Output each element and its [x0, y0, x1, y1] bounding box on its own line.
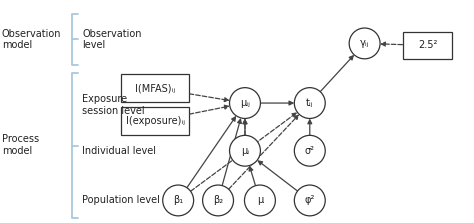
Text: μᵢⱼ: μᵢⱼ — [240, 98, 250, 108]
Text: Exposure
session level: Exposure session level — [82, 94, 145, 116]
Text: σ²: σ² — [305, 146, 315, 156]
Text: μᵢ: μᵢ — [241, 146, 249, 156]
Circle shape — [229, 135, 260, 166]
Circle shape — [245, 185, 275, 216]
Text: Observation
model: Observation model — [2, 29, 61, 50]
Text: β₂: β₂ — [213, 195, 223, 205]
Text: β₁: β₁ — [173, 195, 183, 205]
Circle shape — [294, 185, 325, 216]
FancyBboxPatch shape — [402, 31, 452, 59]
Text: Population level: Population level — [82, 195, 160, 205]
Circle shape — [294, 88, 325, 118]
Circle shape — [163, 185, 193, 216]
Text: I(exposure)ᵢⱼ: I(exposure)ᵢⱼ — [126, 116, 185, 126]
Text: φ²: φ² — [305, 195, 315, 205]
Text: γᵢⱼ: γᵢⱼ — [360, 38, 369, 48]
Text: Observation
level: Observation level — [82, 29, 142, 50]
Text: Individual level: Individual level — [82, 146, 156, 156]
FancyBboxPatch shape — [121, 74, 189, 102]
FancyBboxPatch shape — [121, 107, 189, 135]
Circle shape — [349, 28, 380, 59]
Text: μ: μ — [257, 195, 263, 205]
Circle shape — [202, 185, 234, 216]
Text: Process
model: Process model — [2, 134, 39, 156]
Text: tᵢⱼ: tᵢⱼ — [306, 98, 313, 108]
Text: 2.5²: 2.5² — [418, 40, 437, 50]
Circle shape — [229, 88, 260, 118]
Text: I(MFAS)ᵢⱼ: I(MFAS)ᵢⱼ — [135, 83, 175, 93]
Circle shape — [294, 135, 325, 166]
